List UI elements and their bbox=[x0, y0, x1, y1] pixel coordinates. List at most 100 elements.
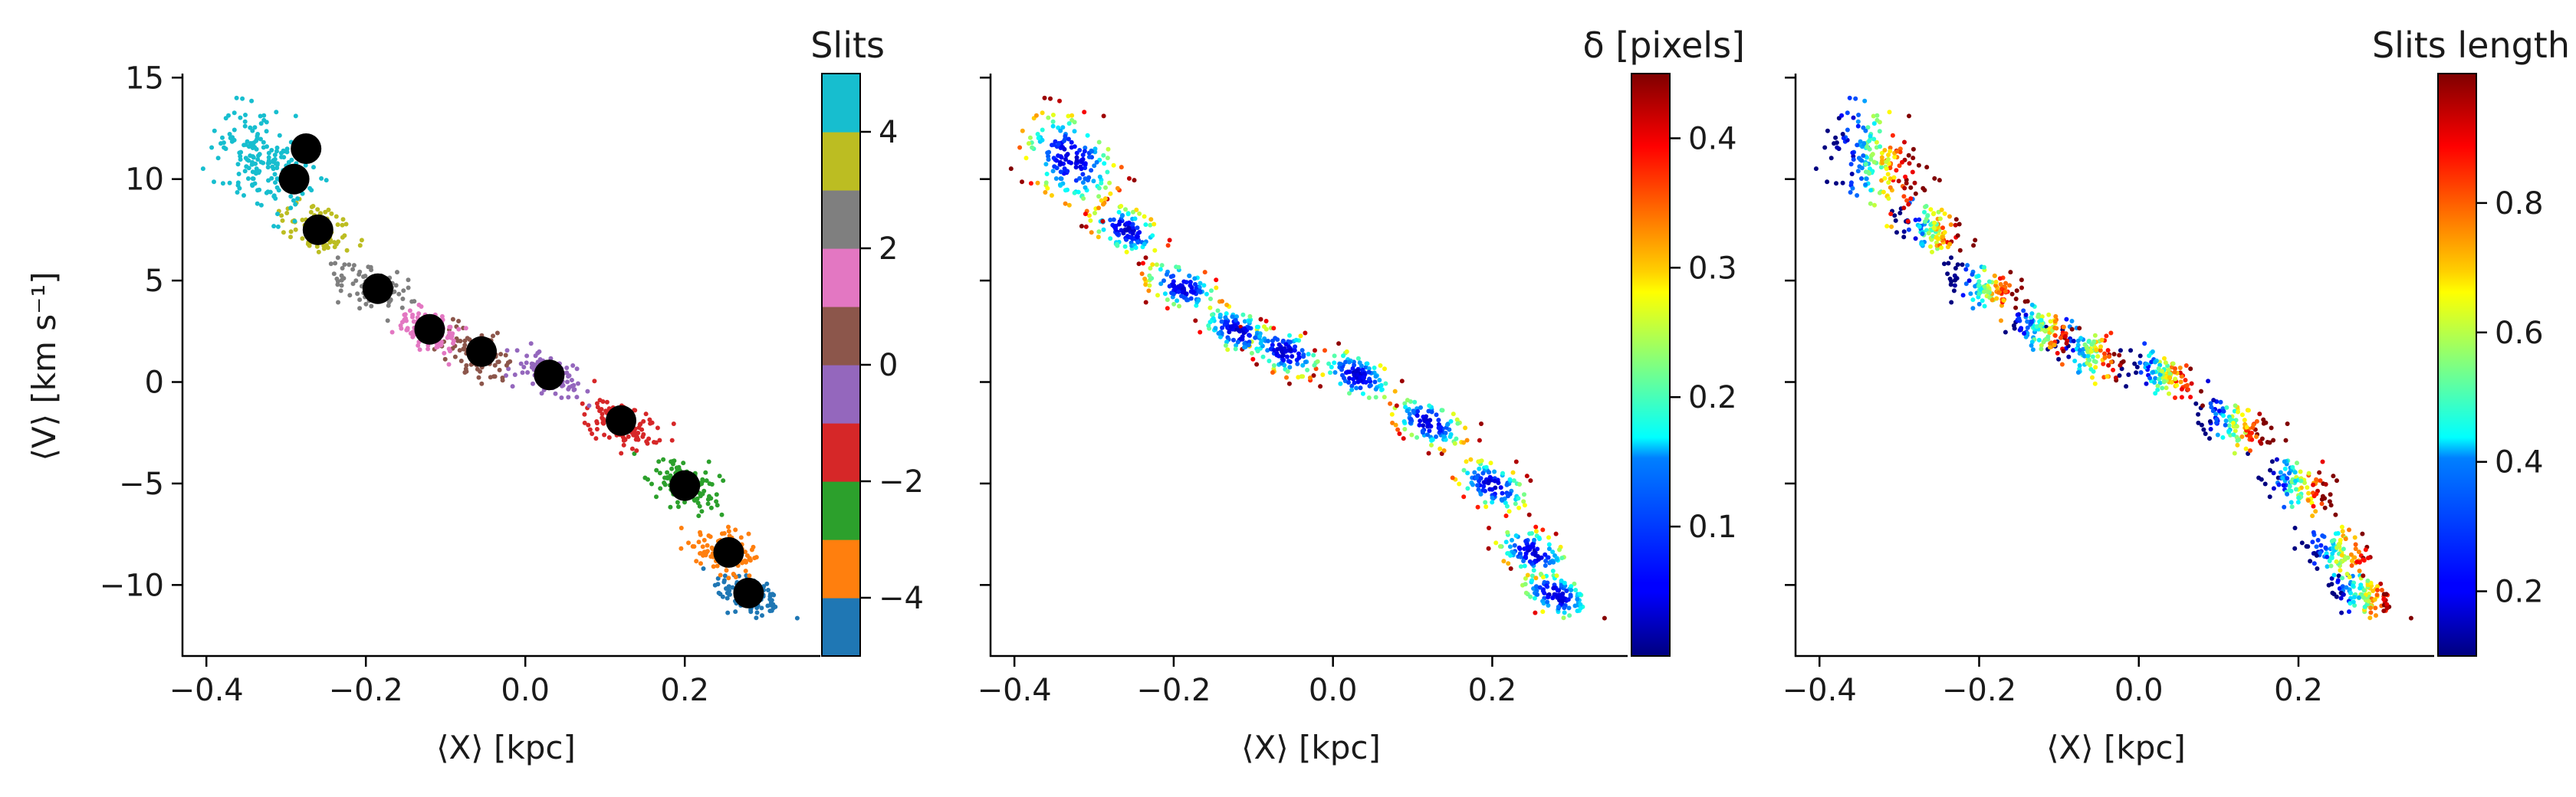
data-point bbox=[1994, 296, 1999, 301]
data-point bbox=[1382, 395, 1387, 400]
data-point bbox=[1036, 136, 1041, 141]
data-point bbox=[657, 471, 662, 476]
data-point bbox=[1530, 531, 1534, 536]
data-point bbox=[274, 166, 280, 171]
data-point bbox=[1223, 315, 1228, 320]
data-point bbox=[2036, 314, 2041, 320]
data-point bbox=[1839, 113, 1845, 118]
data-point bbox=[642, 475, 648, 480]
data-point bbox=[1559, 556, 1565, 561]
data-point bbox=[1198, 280, 1203, 286]
data-point bbox=[2089, 342, 2095, 347]
data-point bbox=[2155, 383, 2160, 389]
data-point bbox=[2318, 543, 2324, 548]
data-point bbox=[2285, 491, 2290, 497]
data-point bbox=[1059, 155, 1064, 160]
data-point bbox=[1475, 483, 1480, 488]
data-point bbox=[1296, 351, 1301, 356]
data-point bbox=[1287, 333, 1292, 338]
data-point bbox=[1834, 181, 1838, 186]
data-point bbox=[1855, 193, 1860, 198]
data-point bbox=[2236, 437, 2242, 442]
data-point bbox=[220, 181, 225, 186]
data-point bbox=[1057, 98, 1062, 103]
data-point bbox=[1148, 222, 1153, 228]
data-point bbox=[274, 110, 279, 115]
data-point bbox=[721, 531, 727, 536]
data-point bbox=[1942, 261, 1947, 267]
data-point bbox=[2025, 299, 2030, 304]
data-point bbox=[1825, 179, 1830, 185]
colorbar-segment bbox=[822, 423, 860, 482]
data-point bbox=[726, 576, 731, 581]
data-point bbox=[1911, 156, 1916, 161]
data-point bbox=[590, 431, 595, 436]
data-point bbox=[1861, 153, 1866, 159]
data-point bbox=[1276, 342, 1282, 347]
data-point bbox=[1478, 491, 1484, 497]
data-point bbox=[1074, 158, 1079, 163]
data-point bbox=[2379, 588, 2384, 592]
data-point bbox=[1027, 135, 1033, 140]
data-point bbox=[1008, 166, 1014, 172]
data-point bbox=[2269, 459, 2275, 464]
data-point bbox=[1042, 95, 1047, 100]
data-point bbox=[1116, 209, 1122, 215]
data-point bbox=[721, 578, 727, 583]
data-point bbox=[1566, 605, 1572, 611]
data-point bbox=[2224, 405, 2229, 410]
data-point bbox=[1250, 356, 1256, 362]
data-point bbox=[2094, 347, 2099, 353]
colorbar-tick-label: 0.4 bbox=[1688, 121, 1737, 156]
data-point bbox=[1209, 288, 1214, 294]
data-point bbox=[2138, 370, 2144, 375]
mean-marker bbox=[414, 313, 445, 345]
data-point bbox=[243, 113, 248, 117]
data-point bbox=[1511, 478, 1516, 484]
data-point bbox=[2347, 527, 2351, 533]
data-point bbox=[1193, 318, 1198, 323]
data-point bbox=[2267, 494, 2272, 500]
data-point bbox=[645, 441, 650, 446]
data-point bbox=[764, 581, 770, 586]
data-point bbox=[2312, 561, 2317, 566]
data-point bbox=[1884, 159, 1889, 165]
data-point bbox=[1362, 371, 1367, 376]
data-point bbox=[271, 224, 277, 229]
x-tick-label: 0.2 bbox=[1468, 673, 1517, 708]
data-point bbox=[1976, 283, 1982, 288]
data-point bbox=[2281, 483, 2286, 488]
data-point bbox=[1088, 218, 1093, 223]
data-point bbox=[1247, 333, 1252, 338]
data-point bbox=[2361, 588, 2367, 593]
data-point bbox=[2352, 555, 2358, 560]
data-point bbox=[1546, 535, 1551, 540]
data-point bbox=[2341, 546, 2346, 552]
data-point bbox=[1125, 212, 1131, 217]
data-point bbox=[464, 362, 469, 368]
data-point bbox=[1100, 218, 1106, 224]
data-point bbox=[1270, 370, 1275, 375]
data-point bbox=[326, 207, 331, 212]
data-point bbox=[342, 233, 347, 238]
data-point bbox=[1043, 180, 1049, 185]
data-point bbox=[2063, 333, 2068, 339]
data-point bbox=[2306, 490, 2312, 496]
data-point bbox=[1523, 551, 1529, 556]
data-point bbox=[1970, 306, 1976, 311]
data-point bbox=[703, 470, 708, 475]
data-point bbox=[1845, 110, 1850, 116]
data-point bbox=[1165, 243, 1171, 248]
data-point bbox=[412, 299, 417, 304]
colorbar-title: Slits length bbox=[2372, 25, 2570, 66]
data-point bbox=[1952, 273, 1957, 278]
data-point bbox=[1103, 185, 1108, 190]
data-point bbox=[1214, 277, 1219, 283]
data-point bbox=[1329, 365, 1334, 369]
data-point bbox=[1133, 245, 1138, 251]
data-point bbox=[1328, 370, 1332, 376]
data-point bbox=[537, 349, 542, 354]
data-point bbox=[2347, 609, 2351, 615]
